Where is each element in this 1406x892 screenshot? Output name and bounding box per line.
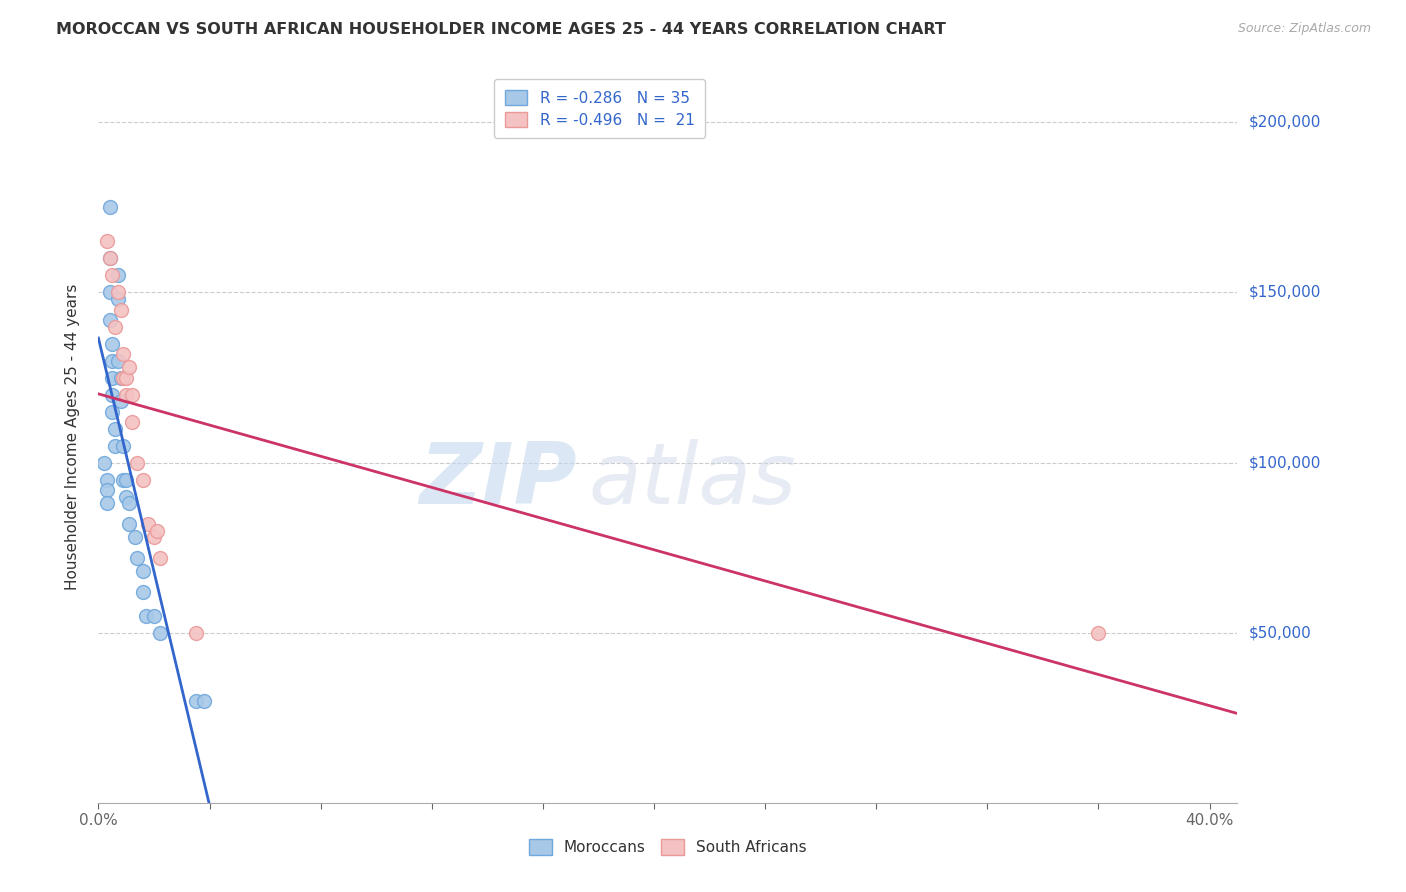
Point	[101, 387, 124, 401]
Point	[135, 608, 157, 623]
Point	[115, 473, 138, 487]
Point	[118, 516, 141, 531]
Point	[110, 370, 132, 384]
Text: MOROCCAN VS SOUTH AFRICAN HOUSEHOLDER INCOME AGES 25 - 44 YEARS CORRELATION CHAR: MOROCCAN VS SOUTH AFRICAN HOUSEHOLDER IN…	[56, 22, 946, 37]
Point	[96, 473, 118, 487]
Point	[98, 285, 121, 300]
Point	[112, 439, 135, 453]
Point	[93, 456, 115, 470]
Point	[138, 516, 160, 531]
Point	[96, 235, 118, 249]
Legend: Moroccans, South Africans: Moroccans, South Africans	[523, 833, 813, 861]
Point	[145, 524, 167, 538]
Text: $100,000: $100,000	[1249, 455, 1320, 470]
Point	[143, 531, 166, 545]
Text: Source: ZipAtlas.com: Source: ZipAtlas.com	[1237, 22, 1371, 36]
Point	[184, 625, 207, 640]
Point	[98, 312, 121, 326]
Point	[124, 531, 146, 545]
Point	[121, 415, 143, 429]
Point	[98, 252, 121, 266]
Point	[107, 268, 129, 283]
Text: $150,000: $150,000	[1249, 285, 1320, 300]
Point	[1087, 625, 1109, 640]
Point	[112, 347, 135, 361]
Point	[127, 550, 149, 565]
Point	[107, 293, 129, 307]
Point	[143, 608, 166, 623]
Point	[101, 404, 124, 418]
Point	[98, 252, 121, 266]
Point	[110, 302, 132, 317]
Point	[107, 353, 129, 368]
Point	[132, 585, 155, 599]
Point	[184, 694, 207, 708]
Point	[132, 473, 155, 487]
Point	[96, 483, 118, 497]
Point	[115, 490, 138, 504]
Y-axis label: Householder Income Ages 25 - 44 years: Householder Income Ages 25 - 44 years	[65, 284, 80, 591]
Point	[121, 387, 143, 401]
Point	[132, 565, 155, 579]
Point	[115, 370, 138, 384]
Point	[148, 625, 170, 640]
Point	[115, 387, 138, 401]
Text: atlas: atlas	[588, 440, 796, 523]
Point	[112, 473, 135, 487]
Point	[118, 360, 141, 375]
Text: $200,000: $200,000	[1249, 115, 1320, 130]
Point	[193, 694, 215, 708]
Point	[127, 456, 149, 470]
Point	[101, 268, 124, 283]
Point	[110, 394, 132, 409]
Point	[96, 496, 118, 510]
Point	[148, 550, 170, 565]
Text: ZIP: ZIP	[419, 440, 576, 523]
Point	[101, 353, 124, 368]
Point	[107, 285, 129, 300]
Point	[104, 319, 127, 334]
Point	[101, 370, 124, 384]
Point	[104, 421, 127, 435]
Point	[118, 496, 141, 510]
Point	[104, 439, 127, 453]
Point	[101, 336, 124, 351]
Point	[98, 201, 121, 215]
Point	[112, 370, 135, 384]
Text: $50,000: $50,000	[1249, 625, 1312, 640]
